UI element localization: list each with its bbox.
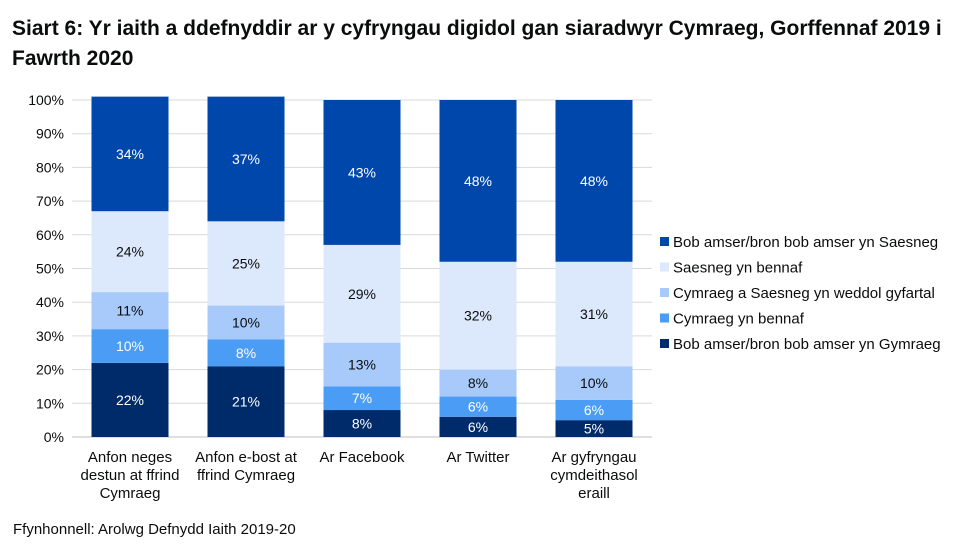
x-tick-label: cymdeithasol xyxy=(550,467,638,484)
legend-label: Cymraeg a Saesneg yn weddol gyfartal xyxy=(673,285,935,302)
bar-segment xyxy=(323,386,401,411)
x-tick-label: Anfon e-bost at xyxy=(195,449,298,466)
data-label: 43% xyxy=(348,164,376,180)
data-label: 32% xyxy=(464,308,492,324)
data-label: 31% xyxy=(580,306,608,322)
bar-segment xyxy=(439,369,517,397)
y-tick-label: 20% xyxy=(36,362,64,378)
bar-segment xyxy=(207,96,285,222)
bar-segment xyxy=(555,261,633,367)
data-label: 10% xyxy=(116,338,144,354)
legend-swatch xyxy=(660,262,669,272)
bar-segment xyxy=(323,410,401,437)
bar-segment xyxy=(91,211,169,293)
y-tick-label: 10% xyxy=(36,395,64,411)
y-tick-label: 40% xyxy=(36,294,64,310)
data-label: 25% xyxy=(232,255,260,271)
y-tick-label: 0% xyxy=(44,429,64,445)
bar-segment xyxy=(439,261,517,370)
data-label: 8% xyxy=(352,416,372,432)
bar-segment xyxy=(207,339,285,367)
bar-segment xyxy=(207,305,285,340)
bar-segment xyxy=(323,100,401,245)
legend-swatch xyxy=(660,313,669,323)
data-label: 24% xyxy=(116,244,144,260)
legend-label: Cymraeg yn bennaf xyxy=(673,311,805,328)
data-label: 6% xyxy=(584,402,604,418)
bar-segment xyxy=(207,366,285,437)
data-label: 6% xyxy=(468,419,488,435)
chart-title: Siart 6: Yr iaith a ddefnyddir ar y cyfr… xyxy=(12,17,942,70)
y-tick-label: 30% xyxy=(36,328,64,344)
legend-label: Saesneg yn bennaf xyxy=(673,260,803,277)
bar-segment xyxy=(91,96,169,212)
bar-segment xyxy=(91,362,169,437)
legend-swatch xyxy=(660,237,669,246)
x-tick-label: Ar gyfryngau xyxy=(551,449,636,466)
x-tick-label: Ar Facebook xyxy=(319,449,405,466)
bar-segment xyxy=(91,329,169,363)
data-label: 10% xyxy=(232,314,260,330)
bar-segment xyxy=(91,292,169,330)
legend-swatch xyxy=(660,288,669,297)
y-tick-label: 70% xyxy=(36,193,64,209)
bar-segment xyxy=(555,100,633,262)
y-tick-label: 90% xyxy=(36,126,64,142)
x-tick-label: Ar Twitter xyxy=(446,449,509,466)
y-tick-label: 60% xyxy=(36,227,64,243)
data-label: 8% xyxy=(468,375,488,391)
data-label: 34% xyxy=(116,146,144,162)
data-label: 29% xyxy=(348,286,376,302)
x-tick-label: Anfon neges xyxy=(88,449,172,466)
x-tick-label: destun at ffrind xyxy=(81,467,180,484)
data-label: 7% xyxy=(352,390,372,406)
legend-label: Bob amser/bron bob amser yn Gymraeg xyxy=(673,336,941,353)
bar-segment xyxy=(555,399,633,421)
y-tick-label: 80% xyxy=(36,159,64,175)
bar-segment xyxy=(555,420,633,437)
x-tick-label: Cymraeg xyxy=(100,485,161,502)
data-label: 48% xyxy=(464,173,492,189)
bar-segment xyxy=(323,342,401,387)
data-label: 11% xyxy=(117,303,144,319)
data-label: 21% xyxy=(232,394,260,410)
legend-label: Bob amser/bron bob amser yn Saesneg xyxy=(673,234,938,251)
y-tick-label: 50% xyxy=(36,261,64,277)
y-tick-label: 100% xyxy=(28,92,64,108)
bar-segment xyxy=(439,396,517,417)
source-note: Ffynhonnell: Arolwg Defnydd Iaith 2019-2… xyxy=(13,521,296,538)
data-label: 22% xyxy=(116,392,144,408)
data-label: 13% xyxy=(348,357,376,373)
data-label: 10% xyxy=(580,375,608,391)
data-label: 37% xyxy=(232,151,260,167)
bar-segment xyxy=(439,100,517,262)
data-label: 6% xyxy=(468,399,488,415)
data-label: 8% xyxy=(236,345,256,361)
bar-segment xyxy=(555,366,633,400)
bar-segment xyxy=(207,221,285,306)
data-label: 5% xyxy=(584,421,604,437)
bar-segment xyxy=(439,416,517,437)
data-label: 48% xyxy=(580,173,608,189)
legend-swatch xyxy=(660,339,669,348)
x-tick-label: ffrind Cymraeg xyxy=(197,467,295,484)
bar-segment xyxy=(323,244,401,343)
x-tick-label: eraill xyxy=(578,485,610,502)
